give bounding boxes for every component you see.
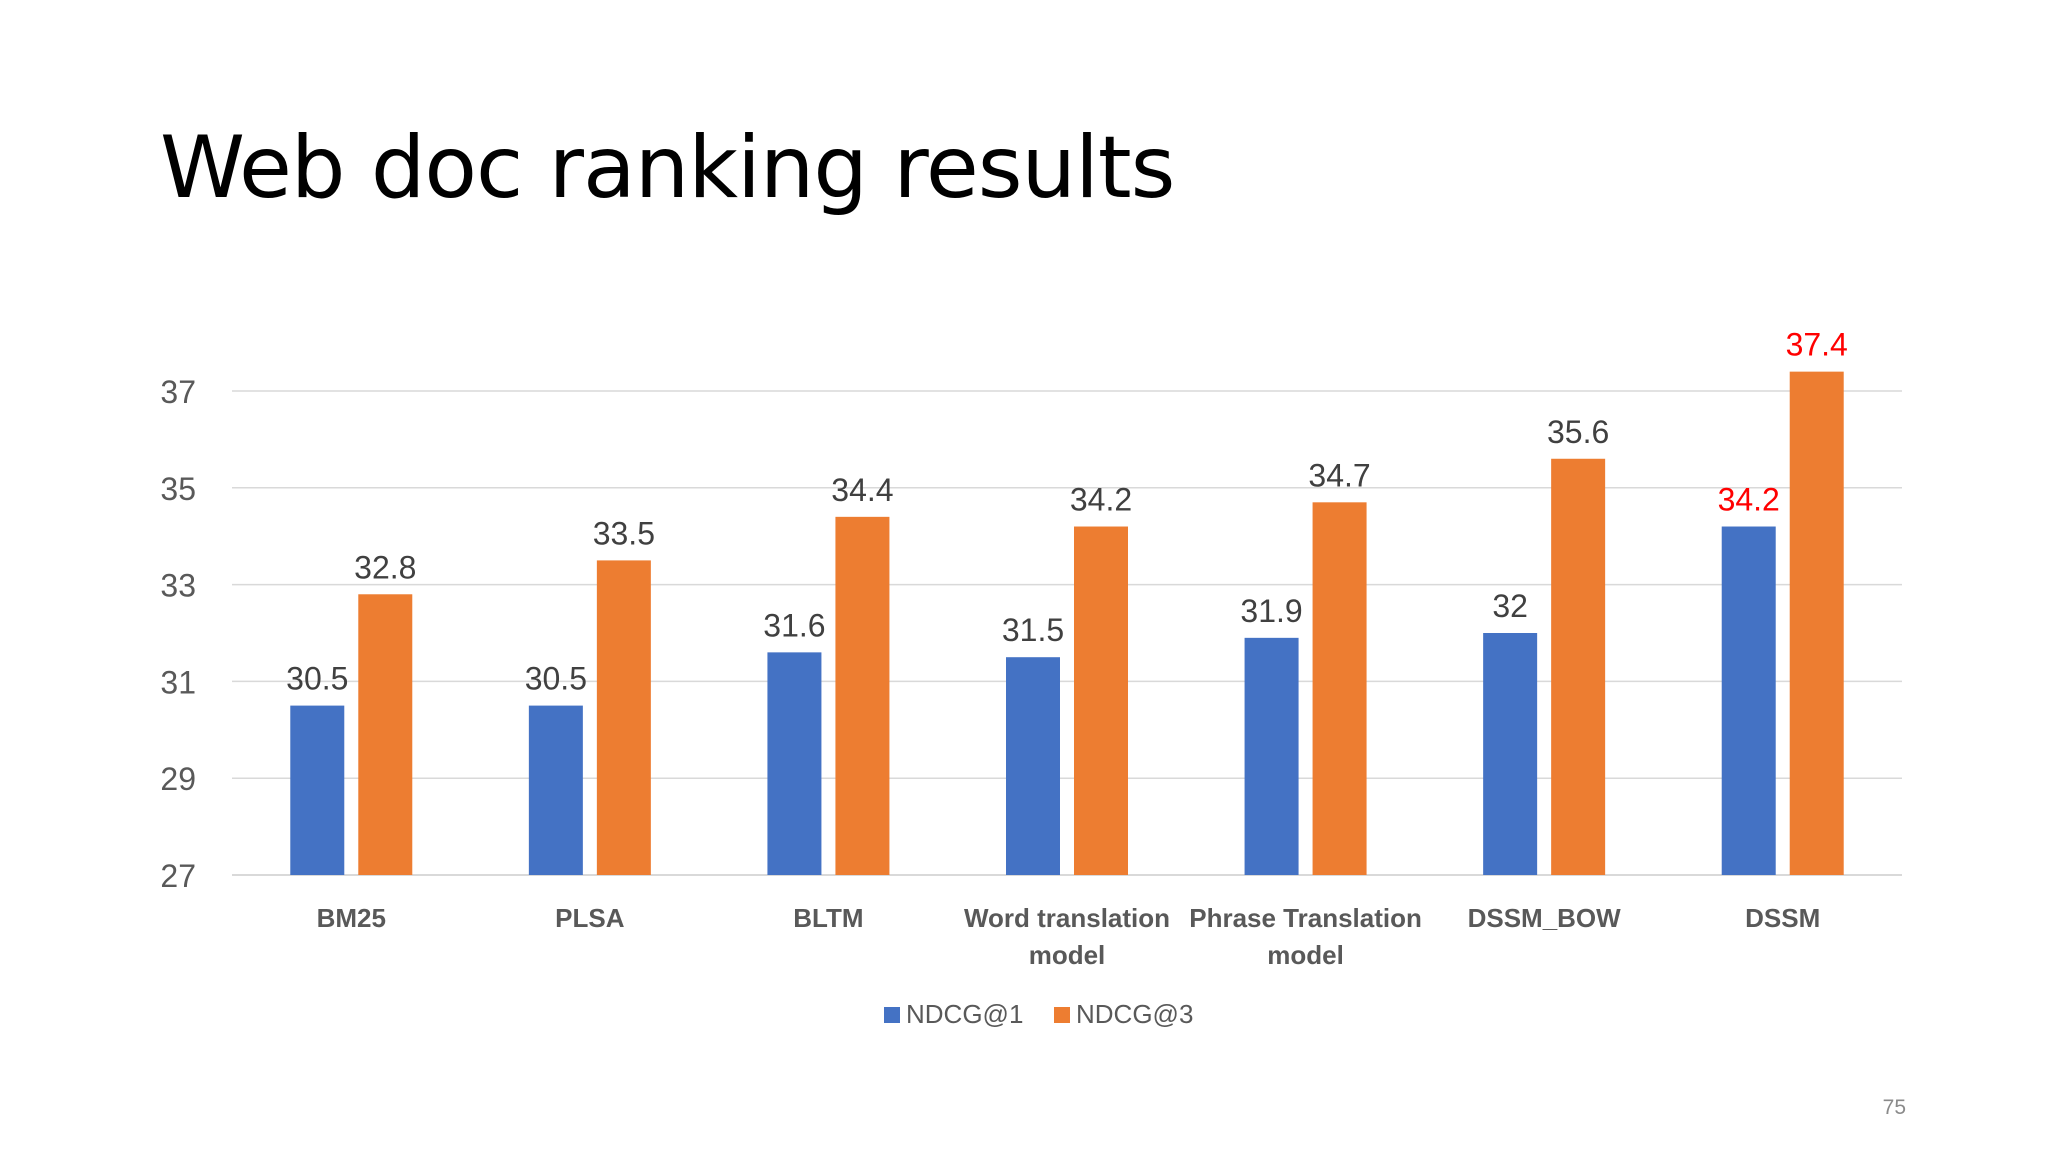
data-label: 34.2	[1718, 482, 1780, 518]
data-label: 31.5	[1002, 612, 1064, 648]
x-tick-label: PLSA	[555, 903, 625, 933]
y-tick-label: 35	[160, 471, 196, 507]
data-label: 32	[1492, 588, 1528, 624]
y-tick-label: 29	[160, 761, 196, 797]
y-tick-label: 33	[160, 568, 196, 604]
y-tick-label: 27	[160, 858, 196, 894]
x-tick-label: BLTM	[793, 903, 863, 933]
data-label: 31.9	[1240, 593, 1302, 629]
bars	[290, 371, 1844, 875]
gridlines	[232, 390, 1902, 876]
bar	[1006, 657, 1060, 875]
bar	[1721, 526, 1776, 875]
x-tick-label: Word translation	[964, 903, 1170, 933]
data-labels: 30.5 32.8 30.5 33.5 31.6 34.4 31.5 34.2 31.9 34.7…	[286, 327, 1848, 697]
bar	[1074, 526, 1128, 875]
page-number: 75	[1882, 1096, 1906, 1119]
bar	[767, 652, 822, 875]
legend-swatch	[1054, 1007, 1070, 1023]
data-label: 32.8	[354, 549, 416, 585]
x-tick-label: model	[1029, 940, 1106, 970]
data-label: 30.5	[525, 661, 587, 697]
data-label: 34.2	[1070, 482, 1132, 518]
x-tick-label: model	[1267, 940, 1344, 970]
data-label: 30.5	[286, 661, 348, 697]
bar	[290, 705, 345, 875]
x-tick-label: DSSM_BOW	[1468, 903, 1622, 933]
bar	[1312, 502, 1367, 875]
legend-label: NDCG@3	[1076, 999, 1193, 1029]
data-label: 34.7	[1308, 457, 1370, 493]
bar	[1244, 637, 1299, 875]
bar	[835, 516, 890, 875]
data-label: 34.4	[831, 472, 893, 508]
x-tick-label: BM25	[317, 903, 386, 933]
x-tick-label: DSSM	[1745, 903, 1820, 933]
data-label: 31.6	[763, 607, 825, 643]
bar	[1551, 458, 1606, 875]
legend-label: NDCG@1	[906, 999, 1023, 1029]
slide-title: Web doc ranking results	[160, 118, 1175, 218]
y-tick-label: 37	[160, 374, 196, 410]
data-label: 35.6	[1547, 414, 1609, 450]
legend: NDCG@1 NDCG@3	[884, 999, 1193, 1029]
bar	[596, 560, 651, 875]
y-axis-ticks: 27 29 31 33 35 37	[160, 374, 196, 894]
legend-swatch	[884, 1007, 900, 1023]
x-axis-labels: BM25 PLSA BLTM Word translation model Phrase …	[317, 903, 1821, 970]
bar	[358, 594, 413, 875]
y-tick-label: 31	[160, 664, 196, 700]
data-label: 37.4	[1786, 327, 1848, 363]
bar	[1483, 633, 1538, 875]
data-label: 33.5	[593, 515, 655, 551]
x-tick-label: Phrase Translation	[1189, 903, 1422, 933]
bar	[528, 705, 583, 875]
bar	[1789, 371, 1844, 875]
